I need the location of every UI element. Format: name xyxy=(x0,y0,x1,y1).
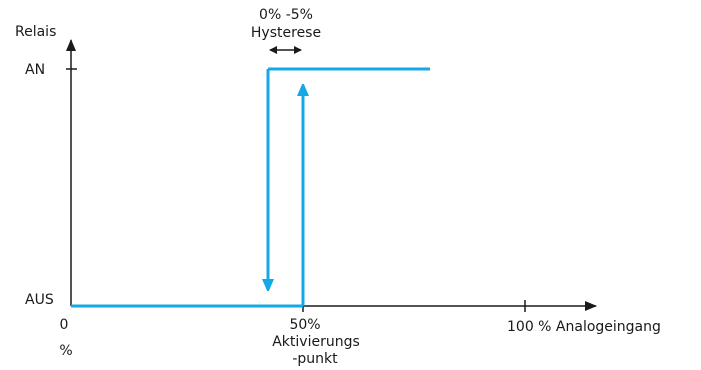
y-label-aus: AUS xyxy=(25,292,54,308)
hysteresis-range-label: 0% -5% xyxy=(259,7,313,23)
y-label-an: AN xyxy=(25,62,45,78)
activation-point-line2: -punkt xyxy=(292,351,338,367)
x-label-zero: 0 xyxy=(60,317,69,333)
x-label-50: 50% xyxy=(289,317,320,333)
y-axis-title: Relais xyxy=(15,24,56,40)
hysteresis-label: Hysterese xyxy=(251,25,321,41)
x-label-zero-unit: % xyxy=(59,343,72,359)
activation-point-line1: Aktivierungs xyxy=(272,334,360,350)
x-label-100: 100 % Analogeingang xyxy=(507,319,661,335)
